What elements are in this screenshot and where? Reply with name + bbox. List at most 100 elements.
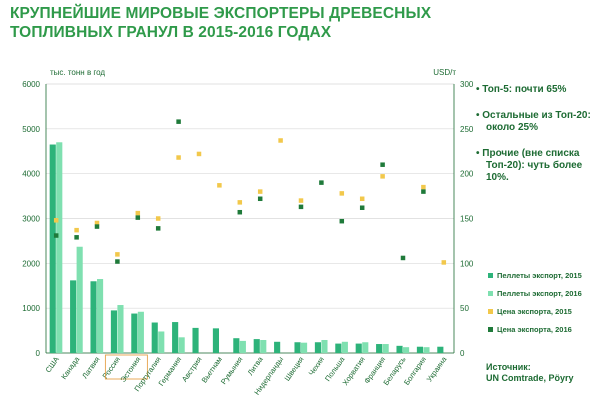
legend-item-price-2015: Цена экспорта, 2015 — [488, 304, 600, 318]
point-price2015 — [94, 220, 100, 226]
point-price2016 — [155, 226, 161, 231]
bar-pellets2015 — [192, 327, 199, 353]
bar-pellets2015 — [212, 328, 219, 353]
left-axis-label: тыс. тонн в год — [50, 68, 105, 77]
point-price2016 — [421, 189, 426, 194]
bar-pellets2015 — [416, 346, 423, 353]
point-price2015 — [217, 183, 222, 188]
legend-item-pellets-2016: Пеллеты экспорт, 2016 — [488, 286, 600, 300]
point-price2015 — [53, 218, 59, 223]
point-price2015 — [155, 216, 161, 221]
point-price2015 — [441, 260, 447, 265]
point-price2016 — [359, 205, 365, 210]
summary-bullets: • Топ-5: почти 65% • Остальные из Топ-20… — [476, 84, 600, 198]
bar-pellets2016 — [321, 339, 328, 353]
point-price2016 — [298, 204, 304, 210]
bullet-top20: • Остальные из Топ-20: около 25% — [476, 110, 591, 133]
bar-pellets2016 — [239, 340, 246, 353]
bar-pellets2016 — [260, 339, 267, 353]
bar-pellets2016 — [56, 142, 63, 353]
point-price2016 — [319, 180, 324, 185]
category-label: Канада — [59, 354, 81, 381]
left-tick-label: 5000 — [22, 125, 40, 134]
point-price2015 — [176, 155, 181, 160]
bar-pellets2016 — [382, 344, 389, 353]
point-price2016 — [176, 119, 181, 124]
page-title: КРУПНЕЙШИЕ МИРОВЫЕ ЭКСПОРТЕРЫ ДРЕВЕСНЫХ … — [10, 4, 510, 42]
right-tick-label: 150 — [460, 215, 474, 224]
bar-pellets2015 — [151, 322, 158, 353]
right-tick-label: 200 — [460, 170, 474, 179]
highlight-box — [104, 354, 148, 380]
bar-pellets2015 — [253, 339, 260, 353]
point-price2015 — [421, 184, 426, 190]
bullet-top5: • Топ-5: почти 65% — [476, 84, 567, 95]
bar-pellets2016 — [76, 246, 83, 353]
point-price2016 — [53, 233, 59, 238]
point-price2015 — [196, 151, 202, 157]
left-tick-label: 1000 — [22, 304, 40, 313]
title-line-2: ТОПЛИВНЫХ ГРАНУЛ В 2015-2016 ГОДАХ — [10, 24, 332, 41]
bar-pellets2015 — [110, 310, 117, 353]
point-price2015 — [135, 210, 141, 216]
left-tick-label: 4000 — [22, 170, 40, 179]
point-price2015 — [74, 227, 79, 233]
point-price2016 — [237, 209, 243, 215]
bar-pellets2015 — [355, 343, 362, 353]
point-price2015 — [115, 252, 120, 257]
right-tick-label: 100 — [460, 259, 474, 268]
bar-pellets2015 — [49, 144, 56, 353]
category-label: США — [44, 355, 61, 374]
legend-label-pellets-2015: Пеллеты экспорт, 2015 — [497, 270, 582, 280]
left-tick-label: 0 — [36, 349, 41, 358]
point-price2016 — [380, 162, 385, 167]
point-price2016 — [94, 224, 100, 229]
point-price2016 — [115, 259, 120, 264]
chart-legend: Пеллеты экспорт, 2015 Пеллеты экспорт, 2… — [488, 268, 600, 340]
right-axis-label: USD/т — [433, 68, 456, 77]
bar-pellets2015 — [172, 322, 179, 353]
point-price2015 — [298, 198, 304, 203]
legend-item-pellets-2015: Пеллеты экспорт, 2015 — [488, 268, 600, 282]
category-label: Швеция — [282, 355, 305, 383]
bar-pellets2015 — [70, 280, 77, 353]
left-tick-label: 3000 — [22, 215, 40, 224]
legend-swatch-pellets-2016 — [488, 290, 493, 296]
source-value: UN Comtrade, Pöyry — [486, 373, 574, 383]
bar-pellets2015 — [274, 341, 281, 353]
bar-pellets2016 — [362, 342, 369, 353]
category-label: Латвия — [80, 355, 101, 380]
bar-pellets2016 — [423, 347, 430, 353]
bar-pellets2015 — [376, 344, 383, 353]
left-tick-label: 6000 — [22, 80, 40, 89]
point-price2015 — [339, 191, 345, 196]
point-price2015 — [359, 196, 365, 202]
bar-pellets2016 — [137, 311, 144, 353]
legend-label-pellets-2016: Пеллеты экспорт, 2016 — [497, 288, 582, 298]
legend-swatch-pellets-2015 — [488, 272, 493, 278]
point-price2015 — [278, 138, 283, 143]
point-price2016 — [257, 196, 263, 202]
bar-pellets2016 — [97, 279, 104, 353]
point-price2016 — [339, 218, 345, 224]
point-price2015 — [380, 174, 385, 179]
bar-pellets2015 — [437, 346, 444, 353]
legend-label-price-2015: Цена экспорта, 2015 — [497, 306, 572, 316]
bar-pellets2015 — [131, 313, 138, 353]
point-price2015 — [237, 200, 243, 205]
point-price2016 — [400, 255, 406, 261]
point-price2016 — [74, 235, 79, 240]
bar-pellets2016 — [301, 342, 308, 353]
bar-pellets2016 — [117, 305, 124, 353]
legend-label-price-2016: Цена экспорта, 2016 — [497, 324, 572, 334]
bullet-others: • Прочие (вне списка Топ-20): чуть более… — [476, 148, 583, 183]
bar-pellets2015 — [396, 345, 403, 353]
left-tick-label: 2000 — [22, 259, 40, 268]
source-label: Источник: — [486, 362, 531, 372]
legend-item-price-2016: Цена экспорта, 2016 — [488, 322, 600, 336]
bar-pellets2015 — [90, 281, 97, 353]
bar-pellets2015 — [233, 338, 240, 353]
legend-swatch-price-2016 — [488, 326, 493, 332]
right-tick-label: 0 — [460, 349, 465, 358]
